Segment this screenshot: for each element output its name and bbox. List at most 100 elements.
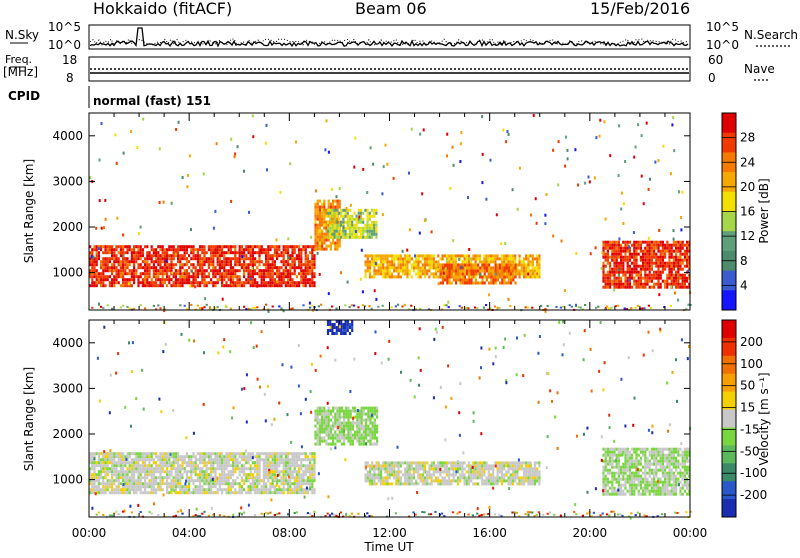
heatmap-cell	[129, 479, 131, 482]
heatmap-cell	[356, 428, 358, 431]
heatmap-cell	[459, 254, 461, 257]
heatmap-cell	[245, 278, 247, 281]
heatmap-cell	[435, 479, 437, 482]
heatmap-cell	[649, 178, 651, 181]
heatmap-cell	[151, 248, 153, 251]
heatmap-cell	[210, 452, 212, 455]
heatmap-cell	[538, 263, 540, 266]
heatmap-cell	[164, 461, 166, 464]
heatmap-cell	[424, 263, 426, 266]
y-tick-label: 3000	[52, 174, 83, 188]
heatmap-cell	[252, 251, 254, 254]
heatmap-cell	[674, 292, 676, 295]
heatmap-cell	[339, 203, 341, 206]
heatmap-cell	[163, 201, 165, 204]
heatmap-cell	[317, 218, 319, 221]
heatmap-cell	[184, 275, 186, 278]
heatmap-cell	[157, 482, 159, 485]
heatmap-cell	[501, 273, 503, 276]
heatmap-cell	[124, 281, 126, 284]
heatmap-cell	[536, 263, 538, 266]
heatmap-cell	[142, 485, 144, 488]
heatmap-cell	[380, 473, 382, 476]
heatmap-cell	[245, 245, 247, 248]
heatmap-cell	[404, 473, 406, 476]
heatmap-cell	[219, 272, 221, 275]
heatmap-cell	[201, 461, 203, 464]
heatmap-cell	[221, 275, 223, 278]
heatmap-cell	[483, 254, 485, 257]
heatmap-cell	[349, 224, 351, 227]
heatmap-cell	[475, 260, 477, 263]
heatmap-cell	[602, 247, 604, 250]
heatmap-cell	[380, 269, 382, 272]
heatmap-cell	[468, 264, 470, 267]
heatmap-cell	[201, 458, 203, 461]
heatmap-cell	[686, 241, 688, 244]
heatmap-cell	[640, 250, 642, 253]
heatmap-cell	[331, 212, 333, 215]
heatmap-cell	[285, 476, 287, 479]
heatmap-cell	[321, 416, 323, 419]
heatmap-cell	[236, 269, 238, 272]
heatmap-cell	[239, 461, 241, 464]
heatmap-cell	[175, 452, 177, 455]
heatmap-cell	[311, 260, 313, 263]
heatmap-cell	[433, 272, 435, 275]
heatmap-cell	[228, 275, 230, 278]
heatmap-cell	[289, 263, 291, 266]
heatmap-cell	[283, 482, 285, 485]
heatmap-cell	[347, 419, 349, 422]
heatmap-cell	[289, 275, 291, 278]
heatmap-cell	[234, 464, 236, 467]
heatmap-cell	[187, 185, 189, 188]
heatmap-cell	[602, 280, 604, 283]
heatmap-cell	[666, 250, 668, 253]
heatmap-cell	[371, 233, 373, 236]
heatmap-cell	[111, 251, 113, 254]
heatmap-cell	[129, 464, 131, 467]
heatmap-cell	[649, 268, 651, 271]
heatmap-cell	[376, 482, 378, 485]
heatmap-cell	[624, 247, 626, 250]
heatmap-cell	[203, 248, 205, 251]
heatmap-cell	[210, 473, 212, 476]
heatmap-cell	[646, 241, 648, 244]
heatmap-cell	[305, 470, 307, 473]
heatmap-cell	[532, 263, 534, 266]
heatmap-cell	[376, 464, 378, 467]
heatmap-cell	[624, 256, 626, 259]
heatmap-cell	[638, 241, 640, 244]
heatmap-cell	[118, 263, 120, 266]
heatmap-cell	[122, 263, 124, 266]
heatmap-cell	[256, 461, 258, 464]
heatmap-cell	[168, 266, 170, 269]
heatmap-cell	[311, 281, 313, 284]
heatmap-cell	[602, 274, 604, 277]
heatmap-cell	[657, 259, 659, 262]
heatmap-cell	[162, 467, 164, 470]
heatmap-cell	[448, 264, 450, 267]
heatmap-cell	[170, 485, 172, 488]
heatmap-cell	[646, 259, 648, 262]
heatmap-cell	[372, 410, 374, 413]
heatmap-cell	[497, 257, 499, 260]
freq-panel: Freq. [MHz] 18 8 60 0 Nave	[3, 53, 775, 85]
heatmap-cell	[272, 452, 274, 455]
heatmap-cell	[461, 269, 463, 272]
heatmap-cell	[221, 476, 223, 479]
heatmap-cell	[324, 148, 326, 151]
heatmap-cell	[567, 149, 569, 152]
heatmap-cell	[113, 491, 115, 494]
heatmap-cell	[369, 428, 371, 431]
heatmap-cell	[164, 464, 166, 467]
heatmap-cell	[115, 488, 117, 491]
heatmap-cell	[367, 269, 369, 272]
heatmap-cell	[347, 218, 349, 221]
heatmap-cell	[363, 419, 365, 422]
heatmap-cell	[294, 452, 296, 455]
heatmap-cell	[250, 284, 252, 287]
heatmap-cell	[278, 452, 280, 455]
heatmap-cell	[225, 452, 227, 455]
heatmap-cell	[527, 266, 529, 269]
